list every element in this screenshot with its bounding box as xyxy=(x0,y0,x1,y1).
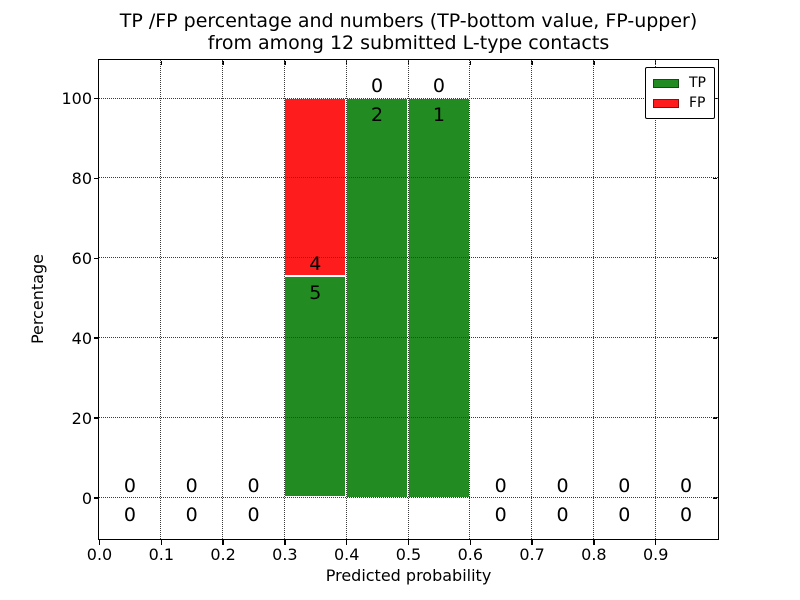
legend-label-tp: TP xyxy=(689,75,706,91)
y-tick-mark-left xyxy=(93,97,98,100)
x-tick-mark-top xyxy=(160,60,163,65)
x-tick-mark-top xyxy=(469,60,472,65)
grid-line-horizontal xyxy=(99,177,718,179)
plot-area: 0 0 0 0 0 0 4 5 0 2 0 1 0 0 0 0 0 0 0 0 TP FP xyxy=(98,59,719,540)
y-tick-mark-right xyxy=(712,337,717,339)
bar-count-label-tp: 1 xyxy=(432,104,445,126)
x-tick-mark-bottom xyxy=(469,539,472,545)
grid-layer xyxy=(99,60,718,539)
bar-segment-fp xyxy=(284,98,347,276)
x-tick-mark-top xyxy=(345,60,348,65)
grid-line-horizontal xyxy=(99,417,718,419)
chart-title-line1: TP /FP percentage and numbers (TP-bottom… xyxy=(119,10,698,32)
y-tick-mark-left xyxy=(93,417,98,419)
grid-line-vertical xyxy=(531,60,533,539)
x-tick-label: 0.4 xyxy=(333,545,360,564)
x-tick-mark-top xyxy=(593,60,595,65)
x-tick-label: 0.9 xyxy=(642,545,669,564)
bar-count-label-fp: 4 xyxy=(309,252,322,275)
bar-count-label-tp: 0 xyxy=(494,503,507,526)
grid-line-vertical xyxy=(469,60,471,539)
bar-count-label-fp: 0 xyxy=(185,474,198,497)
x-axis-label: Predicted probability xyxy=(325,566,492,585)
chart-title-line2: from among 12 submitted L-type contacts xyxy=(207,32,610,54)
grid-line-vertical xyxy=(160,60,162,539)
grid-line-vertical xyxy=(407,60,409,539)
x-tick-mark-top xyxy=(654,60,657,65)
y-tick-label: 20 xyxy=(71,408,92,428)
bar-count-label-fp: 0 xyxy=(432,75,445,97)
bar-count-label-tp: 0 xyxy=(123,503,136,526)
grid-line-horizontal xyxy=(99,337,718,339)
bar-count-label-tp: 5 xyxy=(309,281,322,304)
grid-line-horizontal xyxy=(99,257,718,259)
legend-swatch-fp xyxy=(653,98,679,108)
x-tick-mark-top xyxy=(407,60,410,65)
x-tick-label: 0.5 xyxy=(395,545,422,564)
x-tick-mark-bottom xyxy=(593,539,595,545)
x-tick-mark-bottom xyxy=(222,539,224,545)
grid-line-vertical xyxy=(592,60,594,539)
grid-line-vertical xyxy=(222,60,224,539)
x-tick-label: 0.7 xyxy=(519,545,545,564)
y-tick-mark-right xyxy=(712,497,717,499)
x-tick-label: 0.0 xyxy=(86,545,113,564)
y-tick-label: 80 xyxy=(71,168,92,188)
legend-swatch-tp xyxy=(653,78,679,88)
y-tick-mark-right xyxy=(712,257,717,260)
y-tick-mark-left xyxy=(93,337,98,339)
bar-count-label-fp: 0 xyxy=(680,474,693,497)
x-tick-mark-bottom xyxy=(531,539,533,545)
bar-count-label-tp: 0 xyxy=(618,503,631,526)
grid-line-horizontal xyxy=(99,97,718,99)
bar-count-label-fp: 0 xyxy=(371,75,384,97)
legend: TP FP xyxy=(645,67,715,119)
bar-count-label-fp: 0 xyxy=(247,474,260,497)
x-tick-mark-bottom xyxy=(98,539,101,545)
grid-line-vertical xyxy=(283,60,285,539)
y-tick-mark-left xyxy=(93,497,98,499)
bar-count-label-tp: 2 xyxy=(371,104,384,126)
legend-label-fp: FP xyxy=(689,95,706,111)
y-tick-mark-right xyxy=(712,177,717,180)
legend-item-tp: TP xyxy=(653,73,706,93)
legend-item-fp: FP xyxy=(653,93,706,113)
y-tick-label: 100 xyxy=(61,89,92,108)
bar-count-label-tp: 0 xyxy=(185,503,198,526)
y-tick-mark-left xyxy=(93,177,98,180)
x-tick-mark-bottom xyxy=(160,539,163,545)
grid-line-horizontal xyxy=(99,497,718,498)
grid-line-vertical xyxy=(654,60,656,539)
chart-title: TP /FP percentage and numbers (TP-bottom… xyxy=(98,10,719,54)
y-tick-mark-left xyxy=(93,257,98,260)
grid-line-vertical xyxy=(345,60,347,539)
bar-count-label-fp: 0 xyxy=(123,474,136,497)
x-tick-mark-top xyxy=(222,60,224,65)
x-tick-label: 0.3 xyxy=(272,545,298,564)
x-tick-mark-bottom xyxy=(654,539,657,545)
x-tick-label: 0.6 xyxy=(457,545,484,564)
x-tick-label: 0.1 xyxy=(148,545,175,564)
bar-count-label-tp: 0 xyxy=(680,503,693,526)
bar-count-label-tp: 0 xyxy=(556,503,569,526)
x-tick-label: 0.8 xyxy=(581,545,607,564)
bar-count-label-fp: 0 xyxy=(618,474,631,497)
y-tick-label: 0 xyxy=(81,488,92,508)
y-tick-label: 60 xyxy=(71,248,92,268)
x-tick-mark-top xyxy=(284,60,286,65)
bar-count-label-fp: 0 xyxy=(556,474,569,497)
bar-count-label-fp: 0 xyxy=(494,474,507,497)
bar-count-label-tp: 0 xyxy=(247,503,260,526)
x-tick-mark-bottom xyxy=(345,539,348,545)
x-tick-mark-top xyxy=(531,60,533,65)
y-tick-mark-right xyxy=(712,417,717,419)
x-tick-mark-bottom xyxy=(407,539,410,545)
x-tick-label: 0.2 xyxy=(210,545,236,564)
y-axis-label: Percentage xyxy=(28,254,47,345)
bar-labels-layer: 0 0 0 0 0 0 4 5 0 2 0 1 0 0 0 0 0 0 0 0 xyxy=(99,60,718,539)
x-tick-mark-bottom xyxy=(284,539,286,545)
y-tick-label: 40 xyxy=(71,328,92,348)
